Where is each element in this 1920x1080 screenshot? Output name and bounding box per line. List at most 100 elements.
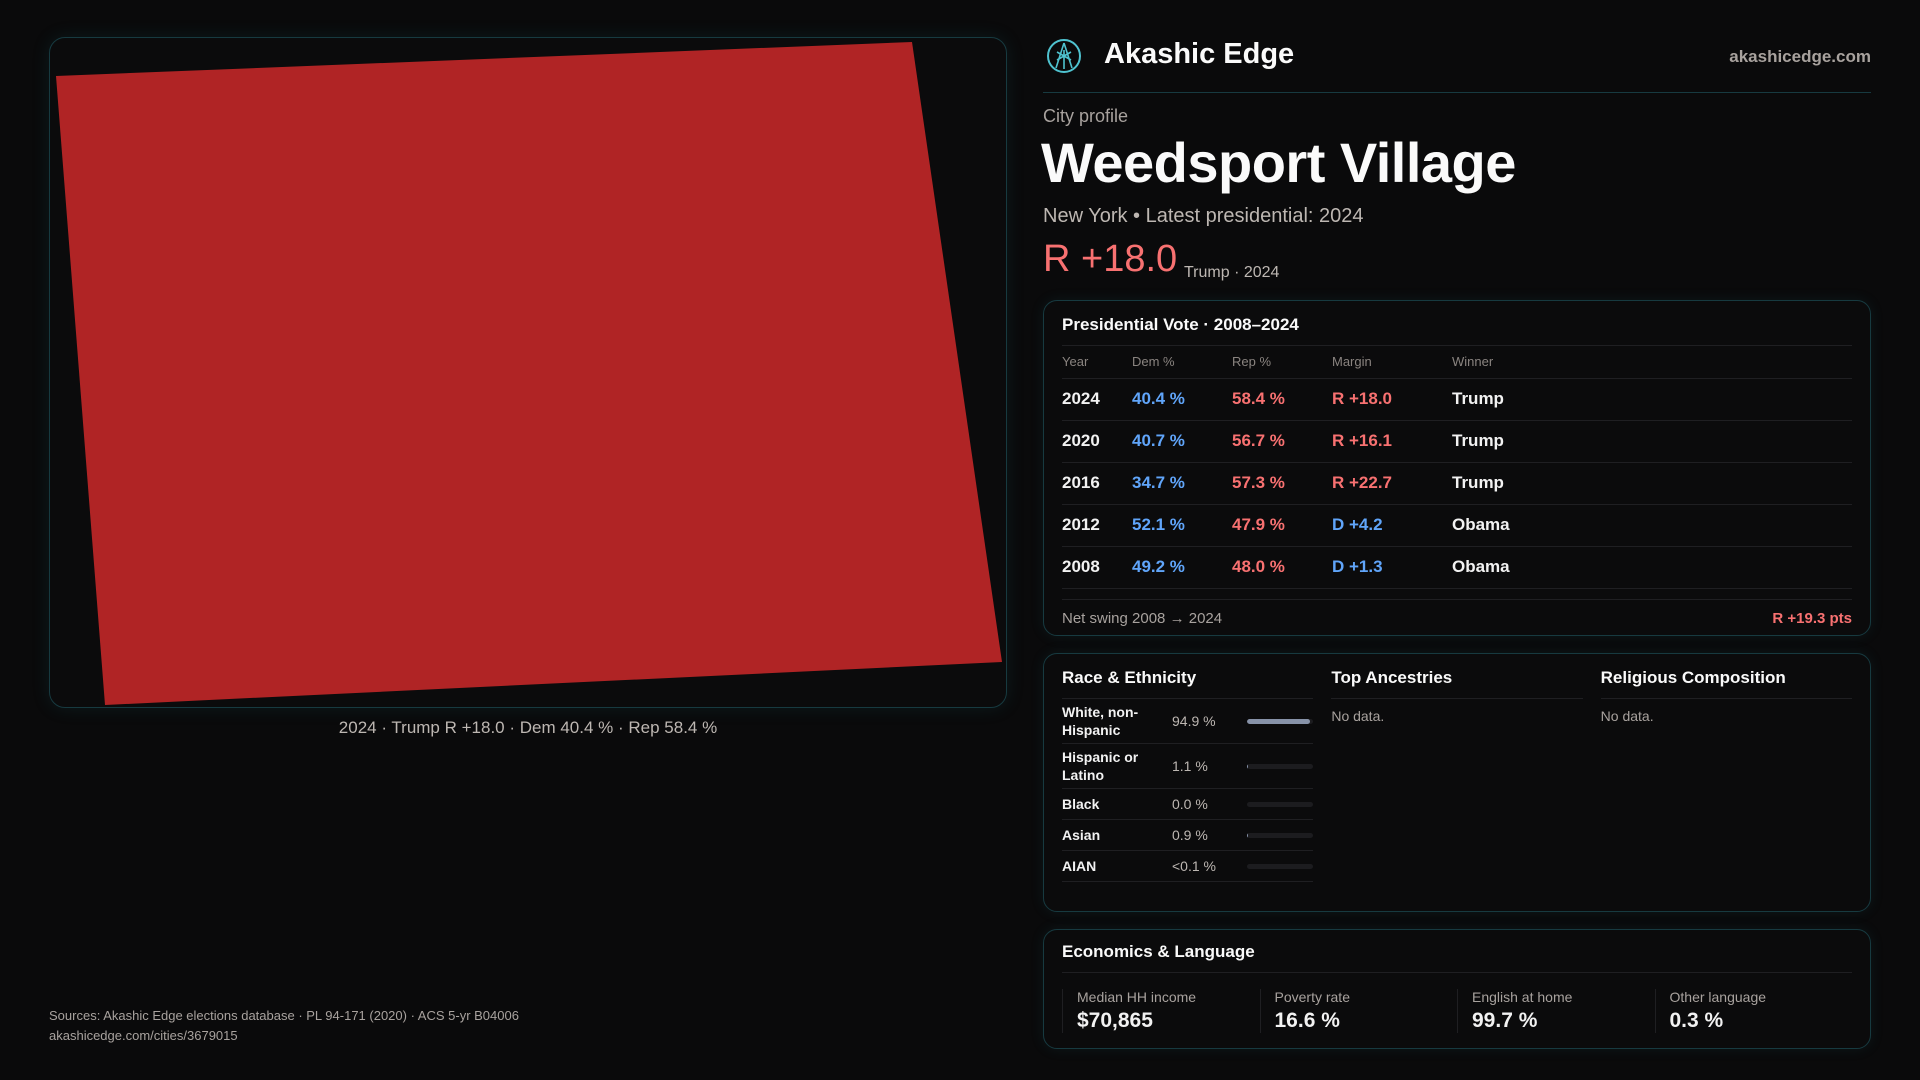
race-bar: [1247, 863, 1314, 869]
swing-label: Net swing 2008 → 2024: [1062, 609, 1223, 627]
cell-margin: D +4.2: [1332, 504, 1452, 547]
vote-table: Year Dem % Rep % Margin Winner 2024 40.4 …: [1062, 346, 1852, 589]
stat-value: 0.3 %: [1669, 1009, 1724, 1032]
race-row: Asian 0.9 %: [1062, 820, 1314, 851]
race-value: 0.0 %: [1172, 796, 1208, 812]
table-row: 2024 40.4 % 58.4 % R +18.0 Trump: [1062, 378, 1852, 421]
race-bar-fill: [1247, 718, 1310, 724]
cell-dem: 40.4 %: [1132, 378, 1232, 421]
stat-other-language: Other language 0.3 %: [1654, 989, 1853, 1033]
cell-winner: Trump: [1452, 378, 1852, 421]
sources-line: Sources: Akashic Edge elections database…: [49, 1008, 519, 1023]
col-rep: Rep %: [1232, 346, 1332, 379]
cell-winner: Trump: [1452, 420, 1852, 463]
col-margin: Margin: [1332, 346, 1452, 379]
col-winner: Winner: [1452, 346, 1852, 379]
race-bar: [1247, 763, 1314, 769]
demographics-card: Race & Ethnicity White, non-Hispanic 94.9…: [1043, 653, 1871, 912]
stat-poverty: Poverty rate 16.6 %: [1259, 989, 1458, 1033]
race-bar-fill: [1247, 763, 1248, 769]
race-value: 1.1 %: [1172, 758, 1208, 774]
cell-rep: 56.7 %: [1232, 420, 1332, 463]
cell-margin: D +1.3: [1332, 546, 1452, 589]
stat-label: Other language: [1669, 989, 1767, 1005]
race-bar: [1247, 718, 1314, 724]
race-label: White, non-Hispanic: [1062, 704, 1139, 738]
econ-title: Economics & Language: [1062, 942, 1852, 973]
table-row: 2020 40.7 % 56.7 % R +16.1 Trump: [1062, 420, 1852, 463]
table-row: 2012 52.1 % 47.9 % D +4.2 Obama: [1062, 504, 1852, 547]
cell-margin: R +22.7: [1332, 462, 1452, 505]
stat-value: 99.7 %: [1472, 1009, 1538, 1032]
race-label: Black: [1062, 796, 1100, 812]
race-title: Race & Ethnicity: [1062, 668, 1314, 699]
page-title: Weedsport Village: [1041, 131, 1516, 194]
site-link[interactable]: akashicedge.com: [1729, 47, 1871, 66]
stat-value: $70,865: [1077, 1009, 1153, 1032]
swing-value: R +19.3 pts: [1772, 609, 1852, 627]
race-label: Hispanic or Latino: [1062, 749, 1139, 783]
stat-label: Median HH income: [1077, 989, 1197, 1005]
eyebrow-label: City profile: [1043, 106, 1129, 126]
col-dem: Dem %: [1132, 346, 1232, 379]
card-title: Presidential Vote · 2008–2024: [1062, 315, 1852, 346]
cell-year: 2020: [1062, 420, 1132, 463]
presidential-vote-card: Presidential Vote · 2008–2024 Year Dem %…: [1043, 300, 1871, 636]
race-value: <0.1 %: [1172, 858, 1216, 874]
cell-dem: 49.2 %: [1132, 546, 1232, 589]
cell-year: 2016: [1062, 462, 1132, 505]
ancestry-empty: No data.: [1331, 708, 1385, 724]
stat-label: English at home: [1472, 989, 1573, 1005]
stat-label: Poverty rate: [1274, 989, 1350, 1005]
city-boundary-shape[interactable]: [56, 42, 1002, 705]
cell-margin: R +16.1: [1332, 420, 1452, 463]
cell-rep: 47.9 %: [1232, 504, 1332, 547]
race-bar-fill: [1247, 832, 1248, 838]
cell-year: 2012: [1062, 504, 1132, 547]
race-row: Black 0.0 %: [1062, 789, 1314, 820]
margin-headline: R +18.0: [1043, 238, 1178, 280]
race-row: Hispanic or Latino 1.1 %: [1062, 744, 1314, 789]
cell-winner: Obama: [1452, 504, 1852, 547]
race-row: AIAN <0.1 %: [1062, 851, 1314, 882]
cell-winner: Trump: [1452, 462, 1852, 505]
race-value: 0.9 %: [1172, 827, 1208, 843]
stat-income: Median HH income $70,865: [1062, 989, 1260, 1033]
col-year: Year: [1062, 346, 1132, 379]
cell-rep: 57.3 %: [1232, 462, 1332, 505]
religion-title: Religious Composition: [1600, 668, 1852, 699]
ancestry-section: Top Ancestries No data.: [1331, 668, 1583, 897]
margin-note: Trump · 2024: [1184, 264, 1280, 281]
race-row: White, non-Hispanic 94.9 %: [1062, 699, 1314, 744]
page-url[interactable]: akashicedge.com/cities/3679015: [49, 1028, 238, 1043]
cell-rep: 58.4 %: [1232, 378, 1332, 421]
sources-footer: Sources: Akashic Edge elections database…: [49, 1006, 519, 1046]
race-label: Asian: [1062, 827, 1101, 843]
map-caption: 2024 · Trump R +18.0 · Dem 40.4 % · Rep …: [338, 718, 718, 737]
akashic-logo-icon: [1047, 39, 1081, 73]
economics-card: Economics & Language Median HH income $70…: [1043, 929, 1871, 1049]
cell-dem: 52.1 %: [1132, 504, 1232, 547]
cell-year: 2024: [1062, 378, 1132, 421]
race-label: AIAN: [1062, 858, 1097, 874]
cell-dem: 34.7 %: [1132, 462, 1232, 505]
race-bar: [1247, 801, 1314, 807]
ancestry-title: Top Ancestries: [1331, 668, 1583, 699]
race-value: 94.9 %: [1172, 713, 1216, 729]
stat-value: 16.6 %: [1274, 1009, 1340, 1032]
table-row: 2008 49.2 % 48.0 % D +1.3 Obama: [1062, 546, 1852, 589]
brand-name: Akashic Edge: [1104, 38, 1295, 70]
stat-english: English at home 99.7 %: [1457, 989, 1655, 1033]
race-bar: [1247, 832, 1314, 838]
table-row: 2016 34.7 % 57.3 % R +22.7 Trump: [1062, 462, 1852, 505]
cell-winner: Obama: [1452, 546, 1852, 589]
page-subtitle: New York • Latest presidential: 2024: [1043, 205, 1364, 227]
cell-dem: 40.7 %: [1132, 420, 1232, 463]
religion-section: Religious Composition No data.: [1600, 668, 1852, 897]
religion-empty: No data.: [1600, 708, 1654, 724]
cell-rep: 48.0 %: [1232, 546, 1332, 589]
header-divider: [1043, 92, 1871, 93]
cell-margin: R +18.0: [1332, 378, 1452, 421]
cell-year: 2008: [1062, 546, 1132, 589]
